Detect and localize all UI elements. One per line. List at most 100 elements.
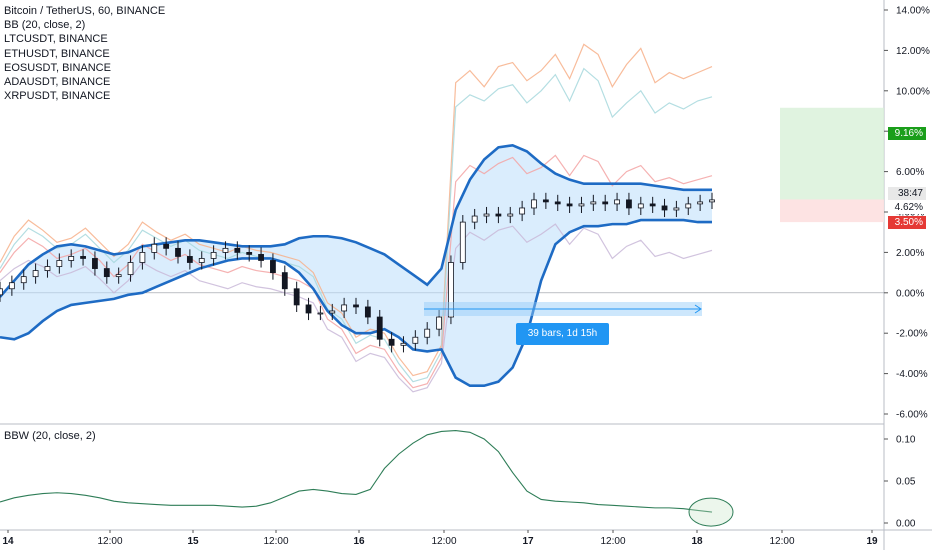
candle[interactable] xyxy=(353,297,359,315)
date-range-ruler[interactable] xyxy=(424,302,702,316)
candle[interactable] xyxy=(68,249,75,268)
candle[interactable] xyxy=(661,198,668,218)
candlesticks xyxy=(0,192,715,353)
candle[interactable] xyxy=(637,196,644,216)
candle[interactable] xyxy=(163,237,170,256)
price-tick-label: 14.00% xyxy=(896,6,930,17)
candle-body xyxy=(424,328,431,338)
candle[interactable] xyxy=(305,297,312,321)
candle[interactable] xyxy=(92,251,98,276)
symbol-title[interactable]: Bitcoin / TetherUS, 60, BINANCE xyxy=(4,5,166,17)
candle[interactable] xyxy=(293,281,300,312)
candle-body xyxy=(234,247,241,253)
candle[interactable] xyxy=(649,196,656,214)
candle[interactable] xyxy=(151,237,158,260)
candle-body xyxy=(246,251,253,255)
candle[interactable] xyxy=(424,322,431,345)
legend-ada[interactable]: ADAUSDT, BINANCE xyxy=(4,76,111,89)
candle[interactable] xyxy=(448,255,454,325)
candle[interactable] xyxy=(210,245,217,266)
candle-body xyxy=(329,310,336,314)
candle[interactable] xyxy=(0,281,3,302)
candle[interactable] xyxy=(341,297,348,319)
candle[interactable] xyxy=(234,241,241,260)
candle[interactable] xyxy=(175,241,181,264)
loss-zone[interactable] xyxy=(780,199,884,223)
candle[interactable] xyxy=(554,194,561,211)
candle[interactable] xyxy=(459,215,466,270)
candle[interactable] xyxy=(139,245,146,270)
candle-body xyxy=(8,282,15,290)
candle[interactable] xyxy=(20,269,27,290)
candle[interactable] xyxy=(388,332,395,353)
series-ltc-line[interactable] xyxy=(0,43,713,377)
candle[interactable] xyxy=(709,192,715,209)
legend-eth[interactable]: ETHUSDT, BINANCE xyxy=(4,47,110,60)
bbw-line[interactable] xyxy=(0,430,713,513)
candle[interactable] xyxy=(258,247,264,268)
legend-eos[interactable]: EOSUSDT, BINANCE xyxy=(4,61,111,74)
candle[interactable] xyxy=(578,196,585,214)
candle[interactable] xyxy=(685,196,692,216)
candle[interactable] xyxy=(186,249,193,270)
candle[interactable] xyxy=(329,303,336,321)
candle[interactable] xyxy=(270,253,276,280)
bbw-tick-label: 0.10 xyxy=(896,435,916,446)
candle[interactable] xyxy=(198,251,205,270)
candle[interactable] xyxy=(222,241,229,260)
series-eth-line[interactable] xyxy=(0,67,713,383)
candle[interactable] xyxy=(542,192,549,209)
bb-lower-line[interactable] xyxy=(0,218,712,388)
candle-body xyxy=(44,266,51,271)
candle[interactable] xyxy=(697,194,704,211)
candle[interactable] xyxy=(56,253,63,274)
candle[interactable] xyxy=(376,309,383,347)
candle[interactable] xyxy=(364,299,371,325)
candle[interactable] xyxy=(44,259,51,278)
candle[interactable] xyxy=(531,192,537,216)
legend-xrp[interactable]: XRPUSDT, BINANCE xyxy=(4,90,111,103)
candle[interactable] xyxy=(626,192,632,216)
candle[interactable] xyxy=(519,200,526,222)
position-tool[interactable] xyxy=(780,107,884,223)
candle-body xyxy=(32,270,39,278)
candle[interactable] xyxy=(507,206,514,224)
candle[interactable] xyxy=(566,196,573,214)
candle[interactable] xyxy=(317,305,324,321)
candle[interactable] xyxy=(32,263,39,284)
candle-body xyxy=(56,260,63,267)
highlight-ellipse[interactable] xyxy=(688,497,734,527)
candle[interactable] xyxy=(412,330,419,351)
candle[interactable] xyxy=(436,309,442,337)
candle[interactable] xyxy=(495,206,502,224)
candle[interactable] xyxy=(471,208,478,230)
bbw-legend[interactable]: BBW (20, close, 2) xyxy=(4,430,96,442)
bb-upper-line[interactable] xyxy=(0,144,712,298)
candle[interactable] xyxy=(590,194,597,211)
legend-bb[interactable]: BB (20, close, 2) xyxy=(4,19,86,32)
profit-zone[interactable] xyxy=(780,107,884,200)
candle[interactable] xyxy=(281,265,288,296)
candle[interactable] xyxy=(115,267,122,284)
candle[interactable] xyxy=(602,194,609,211)
series-xrp-line[interactable] xyxy=(0,223,713,393)
time-tick-label: 15 xyxy=(187,536,199,547)
time-tick-label: 12:00 xyxy=(431,536,456,547)
candle[interactable] xyxy=(103,261,110,284)
candle[interactable] xyxy=(483,206,490,224)
candle-body xyxy=(376,316,383,340)
candle[interactable] xyxy=(80,249,86,266)
candle[interactable] xyxy=(673,200,680,218)
candle[interactable] xyxy=(614,192,620,211)
candle[interactable] xyxy=(127,255,134,282)
candle-body xyxy=(163,243,170,249)
bbw-tick-label: 0.00 xyxy=(896,519,916,530)
candle[interactable] xyxy=(400,336,407,353)
candle-body xyxy=(305,304,312,314)
candle[interactable] xyxy=(246,245,253,262)
legend-ltc[interactable]: LTCUSDT, BINANCE xyxy=(4,33,108,46)
candle[interactable] xyxy=(8,275,15,296)
candle-body xyxy=(495,213,502,217)
candle-body xyxy=(198,258,205,263)
